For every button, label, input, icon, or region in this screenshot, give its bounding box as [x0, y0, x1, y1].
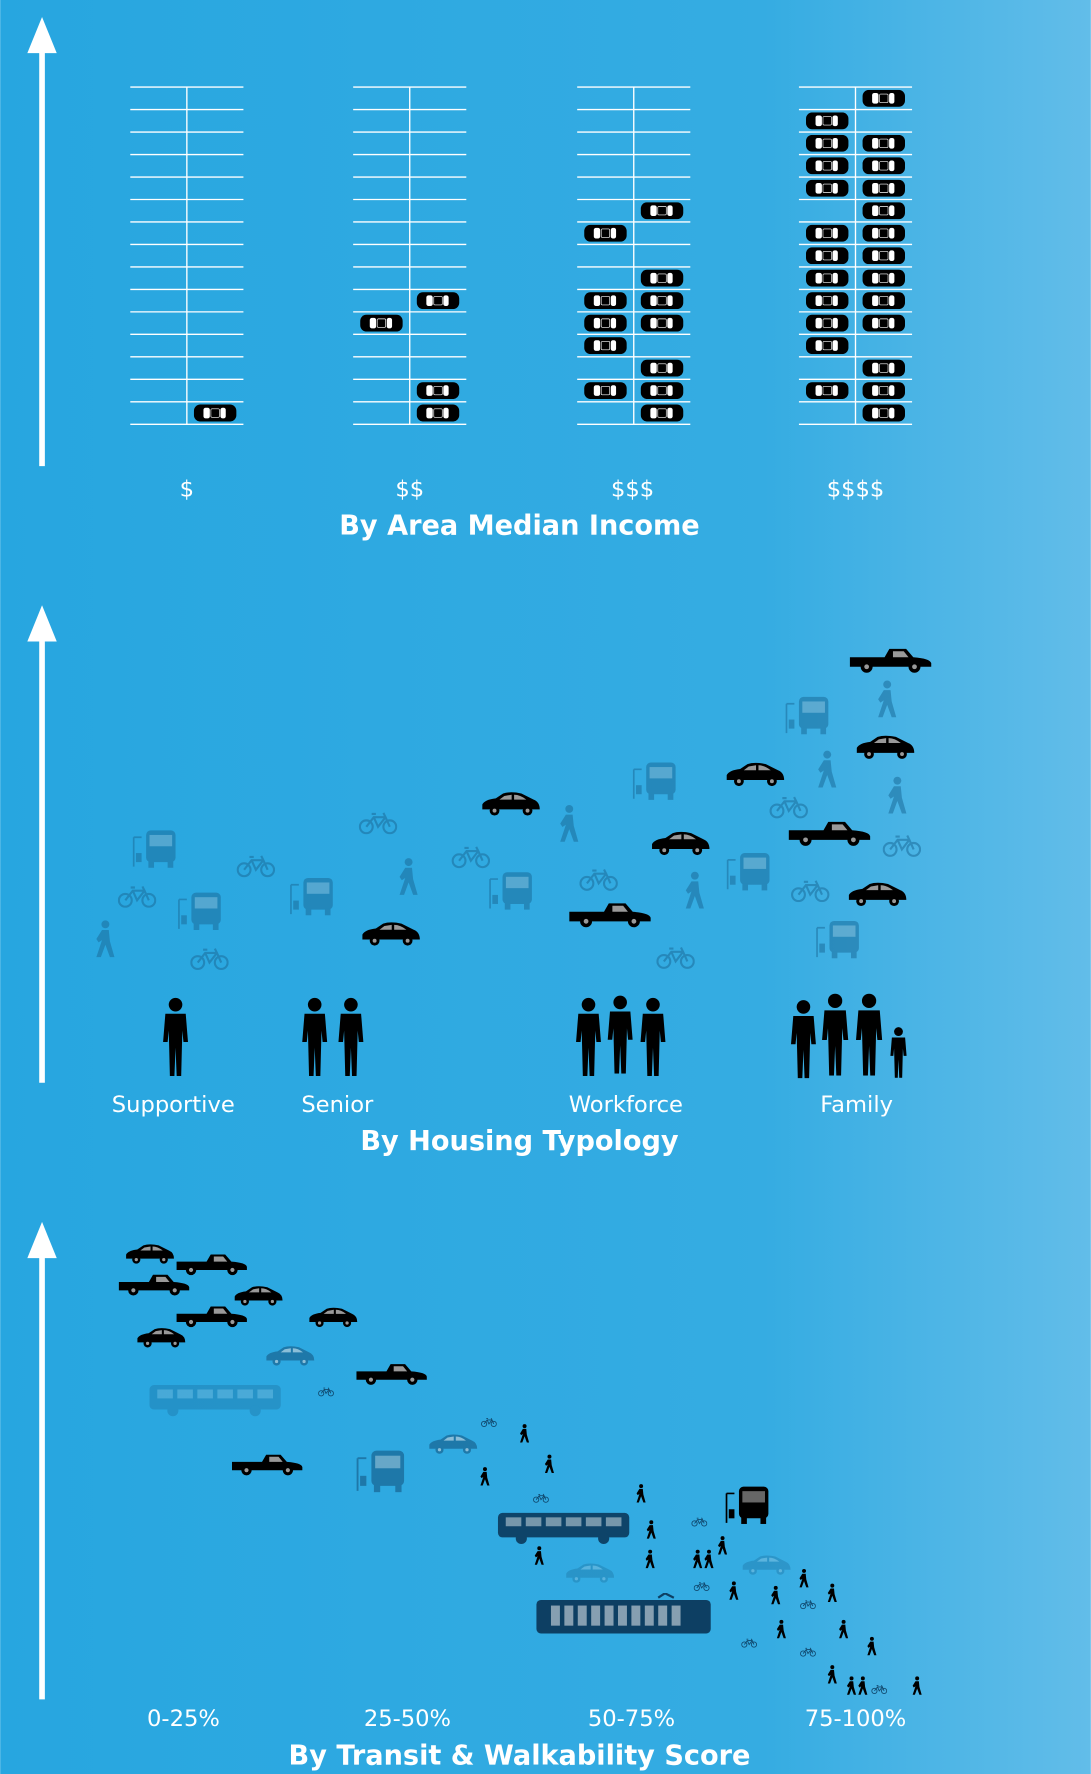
topcar-icon [640, 404, 684, 422]
topcar-icon [805, 134, 849, 152]
topcar-icon [416, 382, 460, 400]
axis-label: 75-100% [805, 1706, 907, 1732]
topcar-icon [805, 224, 849, 242]
axis-arrow [27, 1221, 57, 1259]
topcar-icon [862, 269, 906, 287]
topcar-icon [862, 247, 906, 265]
axis-label: Workforce [569, 1092, 683, 1118]
topcar-icon [805, 292, 849, 310]
axis-label: $ [180, 476, 194, 502]
topcar-icon [862, 134, 906, 152]
axis-arrow [27, 605, 57, 642]
topcar-icon [805, 337, 849, 355]
topcar-icon [862, 179, 906, 197]
axis-label: $$$$ [827, 476, 885, 502]
topcar-icon [640, 314, 684, 332]
axis-label: Senior [301, 1092, 374, 1118]
topcar-icon [862, 314, 906, 332]
topcar-icon [583, 292, 627, 310]
topcar-icon [805, 382, 849, 400]
topcar-icon [862, 157, 906, 175]
axis-arrow [27, 16, 57, 54]
topcar-icon [416, 404, 460, 422]
topcar-icon [640, 202, 684, 220]
panel-title: By Housing Typology [360, 1126, 679, 1157]
axis-label: 50-75% [588, 1706, 675, 1732]
topcar-icon [359, 314, 403, 332]
topcar-icon [862, 202, 906, 220]
topcar-icon [805, 179, 849, 197]
axis-label: 25-50% [364, 1706, 451, 1732]
panel-title: By Transit & Walkability Score [289, 1741, 751, 1772]
axis-label: Family [820, 1092, 893, 1118]
topcar-icon [805, 314, 849, 332]
topcar-icon [583, 382, 627, 400]
topcar-icon [862, 224, 906, 242]
topcar-icon [193, 404, 237, 422]
topcar-icon [862, 89, 906, 107]
topcar-icon [640, 269, 684, 287]
axis-label: Supportive [112, 1092, 235, 1118]
topcar-icon [805, 269, 849, 287]
topcar-icon [416, 292, 460, 310]
artwork [27, 16, 1091, 1700]
topcar-icon [862, 292, 906, 310]
topcar-icon [583, 224, 627, 242]
topcar-icon [805, 247, 849, 265]
topcar-icon [640, 292, 684, 310]
topcar-icon [805, 112, 849, 130]
topcar-icon [583, 314, 627, 332]
topcar-icon [862, 359, 906, 377]
topcar-icon [640, 382, 684, 400]
topcar-icon [640, 359, 684, 377]
panel-title: By Area Median Income [339, 511, 699, 542]
axis-label: $$ [395, 476, 424, 502]
axis-label: 0-25% [147, 1706, 220, 1732]
topcar-icon [862, 404, 906, 422]
topcar-icon [583, 337, 627, 355]
topcar-icon [862, 382, 906, 400]
topcar-icon [805, 157, 849, 175]
axis-label: $$$ [611, 476, 654, 502]
